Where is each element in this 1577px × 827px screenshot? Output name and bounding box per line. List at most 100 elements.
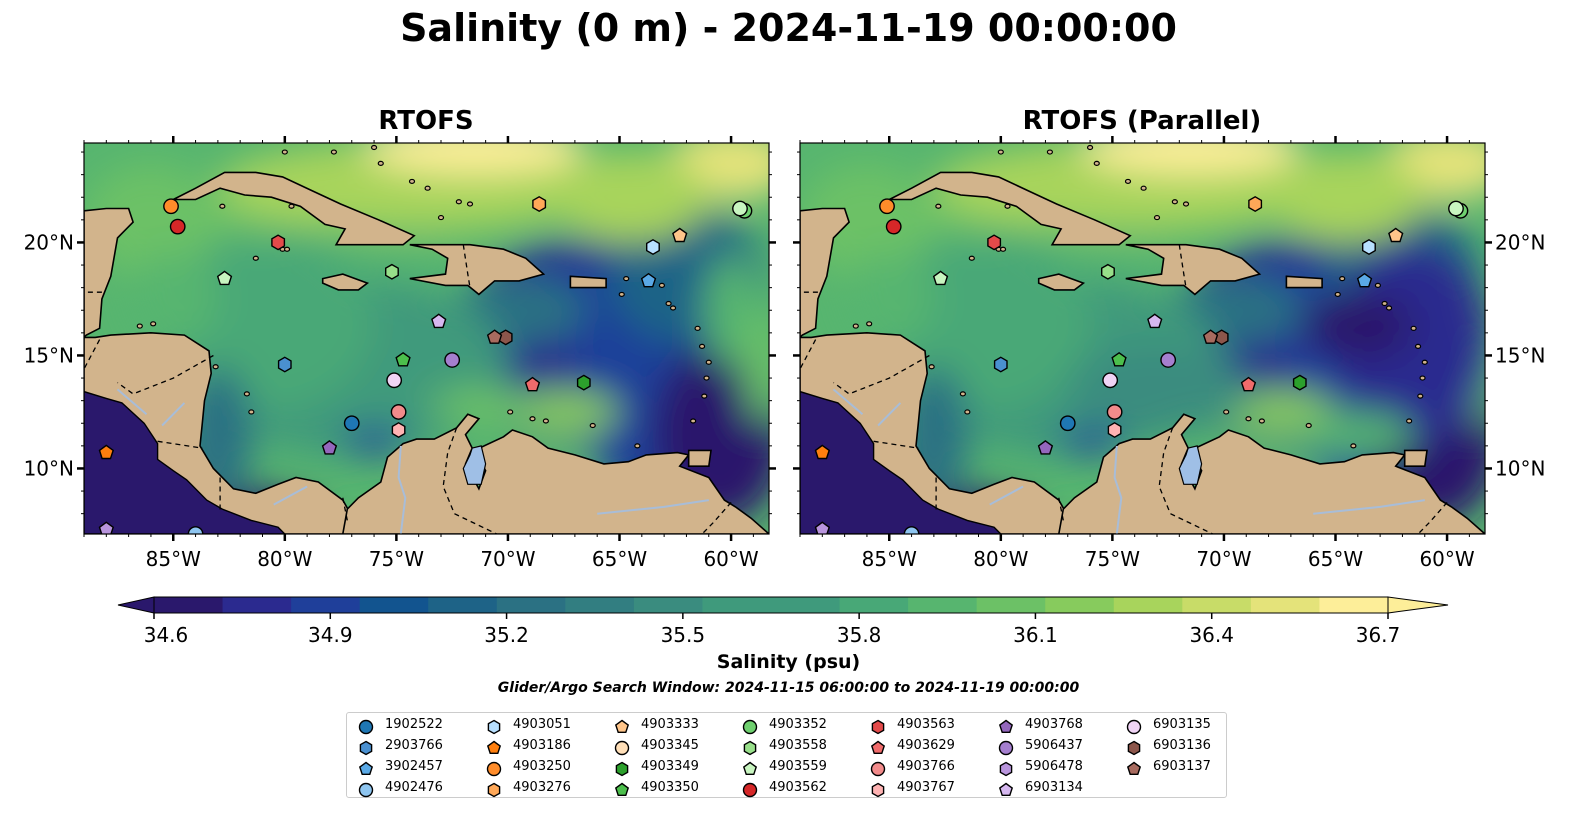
- legend-marker-circle: [1126, 719, 1142, 735]
- colorbar-tick-label: 36.1: [1013, 623, 1058, 647]
- legend-label: 4903333: [641, 717, 699, 732]
- colorbar-segment: [291, 597, 361, 613]
- island: [1406, 418, 1413, 424]
- salinity-field-patch: [1268, 152, 1425, 243]
- legend-marker-circle-icon: [486, 761, 502, 777]
- island: [466, 201, 474, 207]
- salinity-field-patch: [1302, 411, 1414, 458]
- legend-marker-hexagon: [999, 761, 1013, 777]
- island: [1339, 276, 1346, 282]
- legend-marker-circle-icon: [1126, 719, 1142, 735]
- lat-tick-label: 20°N: [24, 230, 74, 254]
- legend-label: 4903349: [641, 759, 699, 774]
- land-cuba: [888, 171, 1132, 246]
- legend-marker-circle-icon: [358, 719, 374, 735]
- island: [634, 443, 641, 449]
- float-marker-hexagon: [96, 538, 109, 552]
- river: [397, 445, 407, 534]
- island: [928, 364, 935, 370]
- float-marker-pentagon: [814, 444, 831, 460]
- colorbar-segment: [154, 597, 224, 613]
- river: [877, 402, 902, 427]
- lat-tick-label: 15°N: [1495, 343, 1545, 367]
- lon-tick-label: 65°W: [592, 547, 647, 571]
- legend-marker-pentagon-icon: [614, 719, 630, 734]
- legend-label: 4903768: [1025, 717, 1083, 732]
- lon-tick-label: 75°W: [1085, 547, 1140, 571]
- float-marker-hexagon: [391, 421, 406, 439]
- island: [1374, 282, 1381, 288]
- island: [1046, 149, 1054, 155]
- legend-label: 4903559: [769, 759, 827, 774]
- colorbar: 34.6 34.9 35.2 35.5 35.8 36.1 36.4 36.7: [117, 596, 1449, 647]
- float-marker-hexagon: [532, 195, 547, 213]
- river: [1313, 499, 1425, 515]
- float-marker-circle: [163, 198, 179, 215]
- river: [832, 388, 864, 415]
- legend-marker-circle: [742, 719, 758, 735]
- float-marker-circle: [343, 415, 360, 432]
- colorbar-extend-low: [117, 596, 155, 614]
- float-marker-pentagon: [98, 444, 115, 460]
- lon-tick-label: 75°W: [369, 547, 424, 571]
- island: [1223, 409, 1230, 415]
- island: [1419, 375, 1426, 381]
- country-border: [462, 244, 471, 288]
- salinity-field-patch: [744, 310, 769, 424]
- float-marker-pentagon: [640, 272, 657, 288]
- legend-marker-pentagon-icon: [486, 740, 502, 755]
- island: [1350, 443, 1357, 449]
- float-marker-pentagon: [1202, 329, 1219, 344]
- float-marker-circle: [99, 540, 113, 554]
- river: [161, 402, 186, 427]
- legend-marker-pentagon: [486, 740, 502, 755]
- island: [866, 321, 873, 327]
- island: [252, 255, 259, 261]
- river: [116, 388, 148, 415]
- legend-label: 4903250: [513, 759, 571, 774]
- land-yucatan: [84, 207, 135, 339]
- float-marker-pentagon: [321, 440, 338, 455]
- colorbar-tick-label: 35.2: [484, 623, 529, 647]
- panel-title-rtofs: RTOFS: [378, 106, 474, 136]
- land-south-america: [341, 413, 769, 534]
- legend-marker-pentagon: [870, 740, 886, 755]
- colorbar-segment: [1250, 597, 1320, 613]
- legend-label: 4903767: [897, 780, 955, 795]
- legend-label: 6903137: [1153, 759, 1211, 774]
- float-marker-hexagon: [1100, 263, 1115, 280]
- island: [437, 214, 445, 221]
- float-marker-pentagon: [1111, 351, 1127, 367]
- legend-marker-pentagon: [742, 761, 758, 776]
- pacific-coast: [84, 390, 286, 534]
- island: [1421, 359, 1428, 365]
- legend-marker-circle-icon: [742, 719, 758, 735]
- float-marker-pentagon: [1147, 313, 1163, 329]
- colorbar-segment: [1319, 597, 1389, 613]
- legend-label: 4902476: [385, 780, 443, 795]
- float-marker-circle: [885, 218, 902, 235]
- figure-title: Salinity (0 m) - 2024-11-19 00:00:00: [400, 6, 1177, 50]
- legend-marker-pentagon: [998, 782, 1014, 797]
- float-marker-pentagon: [672, 227, 688, 243]
- island: [1093, 160, 1100, 166]
- float-marker-hexagon: [277, 356, 292, 373]
- island: [964, 409, 971, 415]
- island: [1414, 343, 1422, 350]
- legend-marker-pentagon: [614, 782, 630, 797]
- legend-label: 3902457: [385, 759, 443, 774]
- lon-tick-label: 85°W: [862, 547, 917, 571]
- land-cuba: [172, 171, 416, 246]
- legend-marker-circle: [870, 761, 886, 777]
- colorbar-segment: [976, 597, 1046, 613]
- float-marker-circle: [732, 200, 748, 217]
- float-marker-pentagon: [814, 521, 831, 534]
- land-yucatan: [800, 207, 851, 339]
- salinity-field-patch: [1078, 143, 1303, 175]
- island: [424, 185, 431, 191]
- float-marker-circle: [815, 540, 829, 554]
- legend-marker-circle: [742, 782, 758, 798]
- legend-marker-hexagon-icon: [871, 719, 885, 735]
- float-marker-circle: [386, 372, 403, 389]
